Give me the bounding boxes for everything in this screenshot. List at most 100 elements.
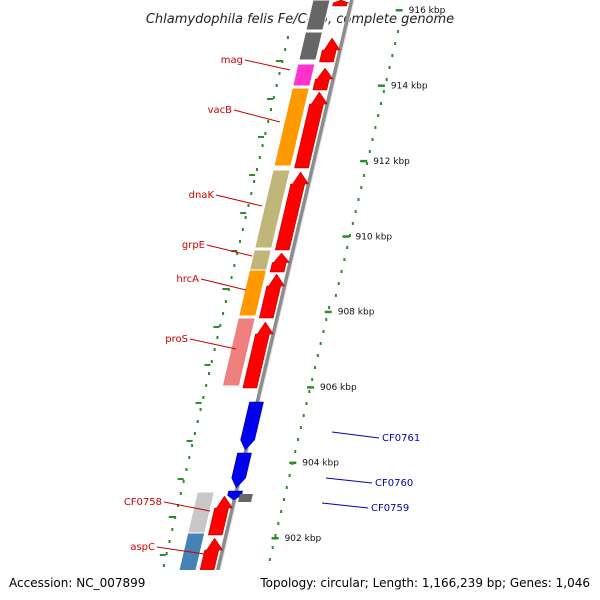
genome-backbone	[209, 0, 355, 600]
category-bar	[248, 249, 272, 273]
leader-line	[233, 109, 281, 123]
forward-gene-arrow[interactable]	[242, 321, 274, 389]
scale-dot	[174, 516, 177, 519]
reverse-gene-arrow[interactable]	[227, 490, 243, 501]
scale-dot	[176, 504, 179, 507]
scale-dot	[286, 36, 289, 39]
scale-dot	[247, 204, 250, 207]
scale-dot	[382, 90, 385, 93]
scale-dot	[216, 336, 219, 339]
tick-label: 916 kbp	[409, 6, 446, 16]
scale-dot	[363, 174, 366, 177]
scale-dot	[313, 366, 316, 369]
tick-mark	[307, 386, 315, 389]
scale-dot	[380, 102, 383, 105]
gene-label-grpE[interactable]: grpE	[182, 240, 205, 251]
scale-dot	[368, 150, 371, 153]
leader-line	[206, 244, 253, 257]
category-bar	[238, 269, 268, 317]
scale-dot	[328, 306, 331, 309]
gene-label-aspC[interactable]: aspC	[130, 542, 155, 553]
forward-gene-arrow[interactable]	[207, 495, 233, 536]
scale-dot	[253, 180, 256, 183]
scale-dot	[272, 96, 275, 99]
scale-dot	[239, 240, 242, 243]
scale-dash	[222, 288, 229, 290]
forward-gene-arrow[interactable]	[294, 91, 328, 169]
reverse-gene-arrow[interactable]	[238, 494, 253, 502]
scale-dot	[258, 156, 261, 159]
leader-line	[215, 194, 263, 207]
gene-label-CF0760[interactable]: CF0760	[375, 478, 413, 489]
gene-label-CF0758[interactable]: CF0758	[124, 497, 162, 508]
gene-label-vacB[interactable]: vacB	[208, 105, 233, 116]
tick-label: 908 kbp	[338, 308, 375, 318]
scale-dots	[157, 30, 399, 597]
scale-dash	[195, 402, 202, 404]
gene-label-CF0759[interactable]: CF0759	[371, 503, 409, 514]
scale-dash	[204, 364, 211, 366]
leader-line	[163, 501, 211, 512]
scale-dash	[258, 136, 265, 138]
forward-gene-arrow[interactable]	[319, 37, 341, 63]
scale-dot	[360, 186, 363, 189]
scale-dot	[275, 84, 278, 87]
scale-dash	[177, 478, 184, 480]
scale-dot	[227, 288, 230, 291]
scale-dot	[188, 456, 191, 459]
forward-gene-arrow[interactable]	[274, 171, 310, 251]
scale-dash	[240, 212, 247, 214]
leader-line	[244, 59, 291, 71]
tick-label: 902 kbp	[285, 534, 322, 544]
gene-label-CF0761[interactable]: CF0761	[382, 433, 420, 444]
scale-dot	[196, 420, 199, 423]
scale-dot	[282, 498, 285, 501]
reverse-gene-arrow[interactable]	[240, 401, 264, 451]
scale-dot	[271, 546, 274, 549]
leader-line	[189, 338, 237, 350]
scale-dot	[185, 468, 188, 471]
label-leader-lines	[156, 59, 380, 555]
tick-label: 904 kbp	[302, 459, 339, 469]
backbone-line	[209, 0, 354, 600]
tick-mark	[271, 537, 279, 540]
scale-dot	[199, 408, 202, 411]
leader-line	[331, 431, 380, 439]
scale-dot	[308, 390, 311, 393]
scale-dot	[268, 558, 271, 561]
scale-dash	[186, 440, 193, 442]
gene-label-dnaK[interactable]: dnaK	[189, 190, 215, 201]
scale-dot	[346, 246, 349, 249]
scale-dot	[165, 552, 168, 555]
tick-label: 906 kbp	[320, 383, 357, 393]
gene-label-proS[interactable]: proS	[165, 334, 188, 345]
scale-dot	[299, 426, 302, 429]
category-bars	[175, 0, 331, 583]
scale-dash	[168, 516, 175, 518]
scale-dot	[171, 528, 174, 531]
forward-gene-arrow[interactable]	[258, 273, 286, 319]
reverse-gene-arrow[interactable]	[231, 452, 252, 489]
scale-dash	[159, 554, 166, 556]
scale-dot	[374, 126, 377, 129]
footer-background	[0, 570, 600, 600]
scale-dot	[182, 480, 185, 483]
scale-dot	[270, 108, 273, 111]
forward-gene-arrow[interactable]	[269, 252, 291, 273]
tick-mark	[289, 461, 297, 465]
forward-gene-arrow[interactable]	[332, 0, 350, 7]
scale-dot	[224, 300, 227, 303]
category-bar	[305, 0, 331, 31]
scale-dot	[191, 444, 194, 447]
scale-dot	[261, 144, 264, 147]
gene-label-mag[interactable]: mag	[221, 55, 243, 66]
scale-dot	[210, 360, 213, 363]
accession-text: Accession: NC_007899	[9, 576, 145, 590]
scale-dot	[311, 378, 314, 381]
scale-dash	[266, 98, 273, 100]
forward-gene-arrow[interactable]	[312, 67, 334, 91]
scale-dot	[241, 228, 244, 231]
category-bar	[254, 169, 291, 249]
gene-label-hrcA[interactable]: hrcA	[176, 274, 199, 285]
